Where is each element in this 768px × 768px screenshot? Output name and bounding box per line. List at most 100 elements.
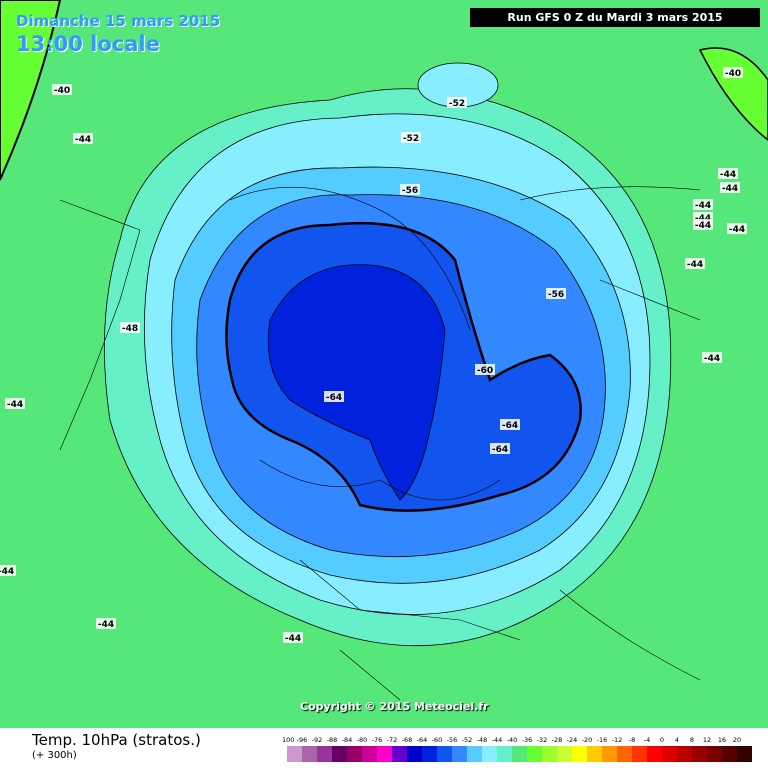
label-background [685,258,705,269]
color-swatch [542,746,557,762]
scale-label: -32 [537,736,548,744]
label-background [490,443,510,454]
color-swatch [347,746,362,762]
contour-label: -44 [695,201,711,211]
scale-label: -84 [342,736,353,744]
color-scale: -100-96-92-88-84-80-76-72-68-64-60-56-52… [283,736,752,762]
scale-label: -20 [582,736,593,744]
contour-label: -56 [402,186,418,196]
label-background [718,168,738,179]
band-68 [267,264,446,501]
contour-label: -44 [285,634,301,644]
contour-label: -44 [98,620,114,630]
color-swatch [377,746,392,762]
label-background [723,67,743,78]
label-background [546,288,566,299]
color-swatch [452,746,467,762]
contour-label: -44 [695,221,711,231]
label-background [5,398,25,409]
color-swatch [617,746,632,762]
color-swatch [362,746,377,762]
date: Dimanche 15 mars 2015 [16,12,221,30]
local-time: 13:00 locale [16,32,160,56]
contour-label: -40 [725,69,741,79]
contour-label: -44 [75,135,91,145]
color-swatch [662,746,677,762]
scale-label: 0 [660,736,664,744]
scale-label: -88 [327,736,338,744]
color-swatch [482,746,497,762]
label-background [120,322,140,333]
contour-label: -44 [687,260,703,270]
color-swatch [647,746,662,762]
scale-label: -36 [522,736,533,744]
color-swatch [407,746,422,762]
scale-label: -92 [312,736,323,744]
color-swatch [437,746,452,762]
contour-label: -44 [0,567,14,577]
scale-label: -68 [402,736,413,744]
contour-labels: -40 -44 -52 -52 -56 -40 -44 -44 -44 -44 -44 -44 -44 -… [0,67,747,644]
contour-label: -64 [492,445,508,455]
contour-label: -44 [729,225,745,235]
color-swatch [497,746,512,762]
label-background [401,132,421,143]
contour-label: -56 [548,290,564,300]
scale-label: -4 [644,736,650,744]
label-background [693,199,713,210]
map-title: Temp. 10hPa (stratos.) [32,731,201,749]
scale-label: -40 [507,736,518,744]
color-swatch [287,746,302,762]
label-background [0,565,16,576]
scale-label: -8 [629,736,635,744]
scale-label: -44 [492,736,503,744]
label-background [73,133,93,144]
color-swatch [512,746,527,762]
color-swatch [332,746,347,762]
label-background [400,184,420,195]
color-swatch [632,746,647,762]
label-background [447,97,467,108]
color-swatch [467,746,482,762]
scale-label: -96 [297,736,308,744]
color-swatch [392,746,407,762]
scale-label: -24 [567,736,578,744]
label-background [283,632,303,643]
scale-label: -80 [357,736,368,744]
scale-label: -56 [447,736,458,744]
contour-label: -60 [477,366,493,376]
warm-area [698,47,768,141]
scale-label: -28 [552,736,563,744]
color-swatch [527,746,542,762]
contour-label: -44 [722,184,738,194]
contour-label: -40 [54,86,70,96]
scale-label: -52 [462,736,473,744]
color-swatch [737,746,752,762]
scale-label: 20 [733,736,741,744]
coastlines [59,186,701,701]
contour-label: -52 [449,99,465,109]
scale-label: -100 [283,736,294,744]
copyright: Copyright © 2015 Meteociel.fr [300,700,489,713]
map: -40 -44 -52 -52 -56 -40 -44 -44 -44 -44 -44 -44 -44 -… [0,0,768,728]
scale-label: 4 [675,736,679,744]
color-swatch [692,746,707,762]
color-swatch [422,746,437,762]
label-background [96,618,116,629]
contour-label: -64 [502,421,518,431]
scale-label: 16 [718,736,726,744]
label-background [500,419,520,430]
label-background [324,391,344,402]
scale-label: 8 [690,736,694,744]
color-swatch [722,746,737,762]
label-background [475,364,495,375]
color-swatch [587,746,602,762]
color-swatch [707,746,722,762]
color-swatch [572,746,587,762]
contour-label: -48 [122,324,138,334]
label-background [693,219,713,230]
scale-label: 12 [703,736,711,744]
color-swatch [317,746,332,762]
scale-label: -72 [387,736,398,744]
scale-label: -76 [372,736,383,744]
